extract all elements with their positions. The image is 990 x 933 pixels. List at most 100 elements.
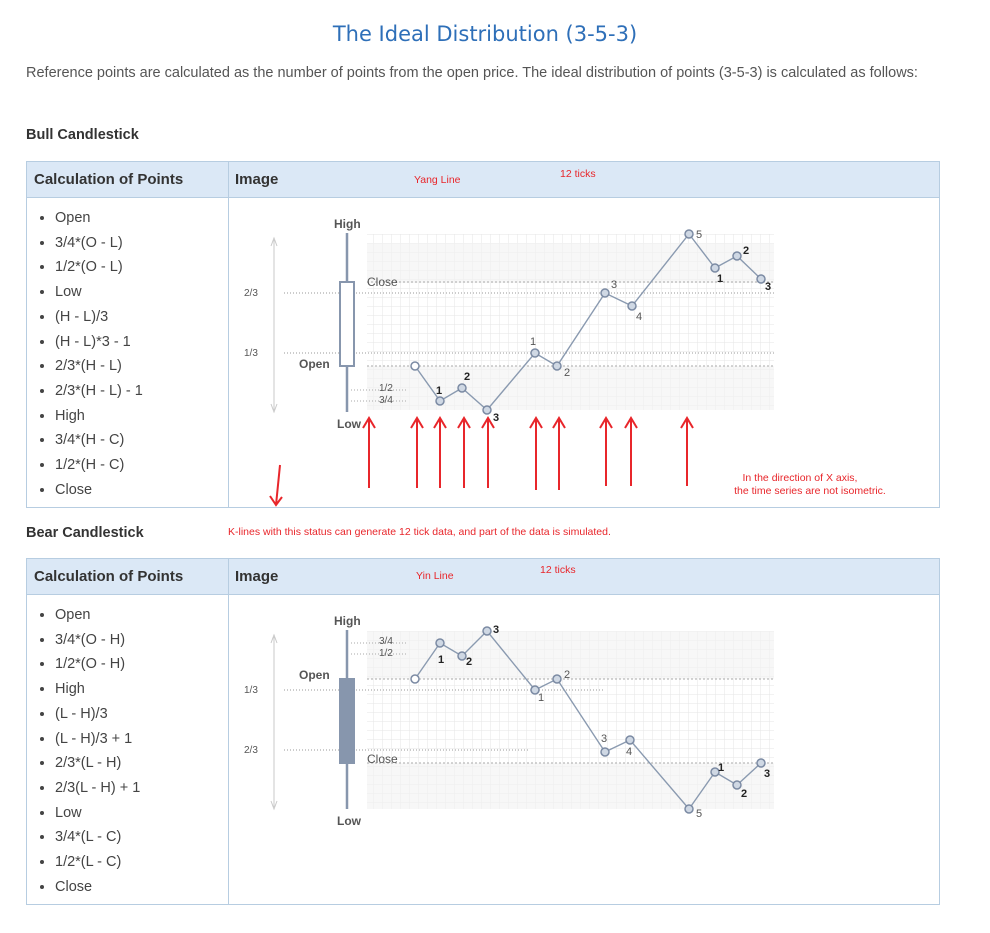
list-item: 3/4*(O - H)	[55, 628, 140, 653]
bull-ticks-note: 12 ticks	[560, 168, 596, 180]
candle-body-bear	[339, 678, 355, 764]
list-item: (H - L)/3	[55, 305, 143, 330]
list-item: 3/4*(L - C)	[55, 825, 140, 850]
point	[732, 251, 742, 261]
candle-body-bull	[339, 281, 355, 367]
list-item: High	[55, 677, 140, 702]
label-close: Close	[367, 752, 398, 766]
point	[732, 780, 742, 790]
point-label: 2	[466, 656, 472, 668]
list-item: 1/2*(O - H)	[55, 652, 140, 677]
intro-paragraph: Reference points are calculated as the n…	[26, 65, 918, 81]
list-item: Close	[55, 478, 143, 503]
label-three-quarters: 3/4	[379, 395, 393, 406]
point-label: 4	[636, 311, 642, 323]
label-low: Low	[337, 814, 362, 828]
bear-ticks-note: 12 ticks	[540, 564, 576, 576]
label-high: High	[334, 217, 361, 231]
point-open	[410, 361, 420, 371]
list-item: Open	[55, 603, 140, 628]
point-label: 3	[765, 281, 771, 293]
point	[457, 651, 467, 661]
bear-column-divider	[228, 559, 229, 904]
bear-table-header	[27, 559, 939, 595]
point-label: 1	[717, 273, 723, 285]
list-item: Open	[55, 206, 143, 231]
point	[482, 626, 492, 636]
point	[552, 361, 562, 371]
point-label: 1	[530, 336, 536, 348]
point-label: 4	[626, 746, 632, 758]
list-item: (L - H)/3 + 1	[55, 727, 140, 752]
point-open	[410, 674, 420, 684]
yin-line-note: Yin Line	[416, 570, 454, 582]
point-label: 5	[696, 229, 702, 241]
list-item: 2/3(L - H) + 1	[55, 776, 140, 801]
bull-table-header	[27, 162, 939, 198]
point	[710, 263, 720, 273]
bull-section-title: Bull Candlestick	[26, 127, 139, 143]
point	[627, 301, 637, 311]
list-item: (L - H)/3	[55, 702, 140, 727]
point-label: 3	[493, 412, 499, 424]
bull-candlestick-diagram: High Low Open Close 2/3 1/3 1/2 3/4 1 2 …	[244, 217, 774, 490]
label-two-thirds: 2/3	[244, 745, 258, 756]
axis-note-line2: the time series are not isometric.	[734, 485, 886, 497]
point	[684, 229, 694, 239]
point-label: 3	[493, 624, 499, 636]
yang-line-note: Yang Line	[414, 174, 461, 186]
bull-column-divider	[228, 162, 229, 507]
bear-candlestick-diagram: High Low Open Close 1/3 2/3 3/4 1/2 1 2 …	[244, 614, 774, 828]
bull-col-image: Image	[235, 171, 279, 188]
point	[552, 674, 562, 684]
bear-col-calculation: Calculation of Points	[34, 568, 184, 585]
point	[625, 735, 635, 745]
list-item: 2/3*(H - L) - 1	[55, 379, 143, 404]
bear-section-title: Bear Candlestick	[26, 525, 144, 541]
list-item: 3/4*(H - C)	[55, 428, 143, 453]
page-title: The Ideal Distribution (3-5-3)	[332, 22, 638, 46]
bear-points-list: Open 3/4*(O - H) 1/2*(O - H) High (L - H…	[27, 603, 140, 899]
label-low: Low	[337, 417, 362, 431]
bull-col-calculation: Calculation of Points	[34, 171, 184, 188]
tick-arrows	[362, 416, 694, 490]
bear-table: Calculation of Points Image Open 3/4*(O …	[26, 558, 940, 905]
list-item: High	[55, 404, 143, 429]
point-label: 2	[743, 245, 749, 257]
label-high: High	[334, 614, 361, 628]
point	[600, 288, 610, 298]
point	[530, 685, 540, 695]
label-open: Open	[299, 668, 330, 682]
list-item: Low	[55, 280, 143, 305]
label-one-third: 1/3	[244, 685, 258, 696]
point-label: 2	[741, 788, 747, 800]
point	[530, 348, 540, 358]
bear-col-image: Image	[235, 568, 279, 585]
label-three-quarters: 3/4	[379, 636, 393, 647]
list-item: 2/3*(L - H)	[55, 751, 140, 776]
list-item: 3/4*(O - L)	[55, 231, 143, 256]
point-label: 5	[696, 808, 702, 820]
list-item: Low	[55, 801, 140, 826]
point	[710, 767, 720, 777]
point-label: 3	[611, 279, 617, 291]
point-label: 1	[538, 692, 544, 704]
list-item: 1/2*(O - L)	[55, 255, 143, 280]
point-label: 2	[464, 371, 470, 383]
point	[756, 758, 766, 768]
label-open: Open	[299, 357, 330, 371]
label-half: 1/2	[379, 383, 393, 394]
point-label: 1	[718, 762, 724, 774]
point	[756, 274, 766, 284]
point	[684, 804, 694, 814]
point-label: 1	[436, 385, 442, 397]
point	[435, 638, 445, 648]
list-item: 1/2*(L - C)	[55, 850, 140, 875]
point	[457, 383, 467, 393]
point-label: 2	[564, 367, 570, 379]
list-item: (H - L)*3 - 1	[55, 330, 143, 355]
point	[600, 747, 610, 757]
label-close: Close	[367, 275, 398, 289]
tick-data-note: K-lines with this status can generate 12…	[228, 526, 611, 538]
point	[482, 405, 492, 415]
